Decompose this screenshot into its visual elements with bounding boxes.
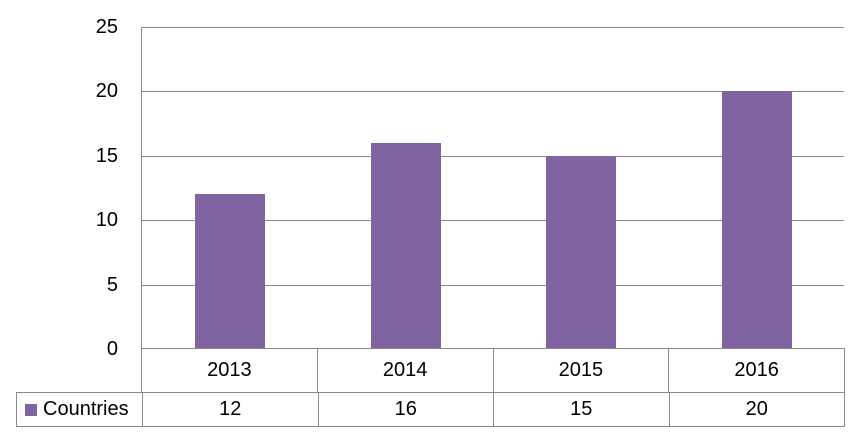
y-tick-label: 15	[95, 144, 118, 167]
category-label: 2016	[668, 349, 844, 392]
category-label: 2013	[207, 359, 252, 381]
y-tick-label: 5	[106, 273, 118, 296]
y-axis: 25 20 15 10 5 0	[0, 0, 118, 446]
value-cell: 15	[493, 393, 669, 426]
value-cell: 20	[668, 393, 845, 426]
value-cell: 12	[142, 393, 318, 426]
gridline	[142, 27, 844, 28]
bar-2015	[546, 155, 617, 349]
category-axis-row: 2013 2014 2015 2016	[141, 348, 845, 392]
gridline	[142, 284, 844, 286]
legend-label: Countries	[43, 398, 129, 420]
y-tick-label: 10	[95, 209, 118, 232]
plot-area	[141, 27, 844, 349]
gridline	[142, 155, 844, 157]
category-label: 2014	[316, 349, 493, 392]
bar-2013	[194, 194, 265, 349]
y-tick-label: 20	[95, 80, 118, 103]
legend-cell: Countries	[17, 393, 142, 426]
legend-swatch-icon	[25, 403, 37, 416]
data-table-row: Countries 12 16 15 20	[16, 392, 845, 427]
y-tick-label: 0	[106, 338, 118, 360]
gridline	[142, 91, 844, 93]
y-tick-label: 25	[95, 16, 118, 38]
bar-2014	[370, 142, 441, 349]
category-label: 2015	[492, 349, 669, 392]
value-cell: 16	[317, 393, 494, 426]
gridline	[142, 220, 844, 222]
bar-2016	[722, 91, 793, 349]
